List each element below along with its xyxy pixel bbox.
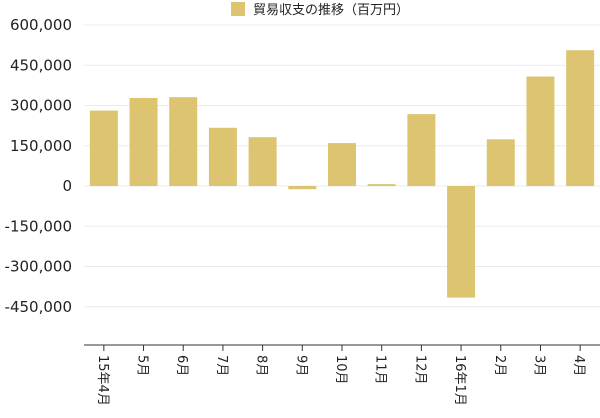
x-axis: 15年4月 5月 6月 7月 8月 9月 10月 11月 12月 16年1月 2月 3月 4月 (84, 344, 600, 406)
x-tick-label: 12月 (412, 355, 427, 385)
bar (169, 97, 198, 186)
y-tick-label: 150,000 (10, 137, 72, 155)
bar (248, 137, 277, 186)
bar (288, 186, 317, 190)
bar (486, 139, 515, 186)
x-tick-label: 10月 (333, 355, 348, 385)
x-tick-label: 9月 (293, 355, 308, 376)
x-tick-label: 2月 (492, 355, 507, 376)
bar (367, 184, 396, 186)
bar (328, 143, 356, 186)
x-tick-label: 6月 (174, 355, 189, 376)
y-tick-label: 450,000 (10, 56, 72, 74)
bar (526, 76, 555, 186)
bar (129, 97, 158, 186)
x-tick-label: 11月 (373, 355, 388, 385)
y-tick-label: 300,000 (10, 97, 72, 115)
x-tick-label: 7月 (214, 355, 229, 376)
x-tick-label: 8月 (254, 355, 269, 376)
y-axis: 600,000 450,000 300,000 150,000 0 -150,000 -30… (5, 16, 72, 316)
bar (89, 110, 118, 186)
bar (407, 114, 436, 186)
bar (566, 50, 595, 187)
y-tick-label: -300,000 (5, 258, 72, 276)
y-tick-label: -450,000 (5, 298, 72, 316)
bar (208, 127, 237, 186)
x-tick-label: 5月 (135, 355, 150, 376)
x-tick-label: 16年1月 (452, 355, 467, 406)
legend-label: 貿易収支の推移（百万円） (253, 3, 409, 18)
y-tick-label: 0 (62, 177, 72, 195)
x-tick-label: 3月 (531, 355, 546, 376)
legend-swatch (231, 2, 245, 16)
x-tick-label: 4月 (571, 355, 586, 376)
bars (89, 50, 595, 298)
legend: 貿易収支の推移（百万円） (231, 2, 409, 18)
x-tick-label: 15年4月 (95, 355, 110, 406)
bar (447, 186, 476, 298)
y-tick-label: 600,000 (10, 16, 72, 34)
y-tick-label: -150,000 (5, 217, 72, 235)
